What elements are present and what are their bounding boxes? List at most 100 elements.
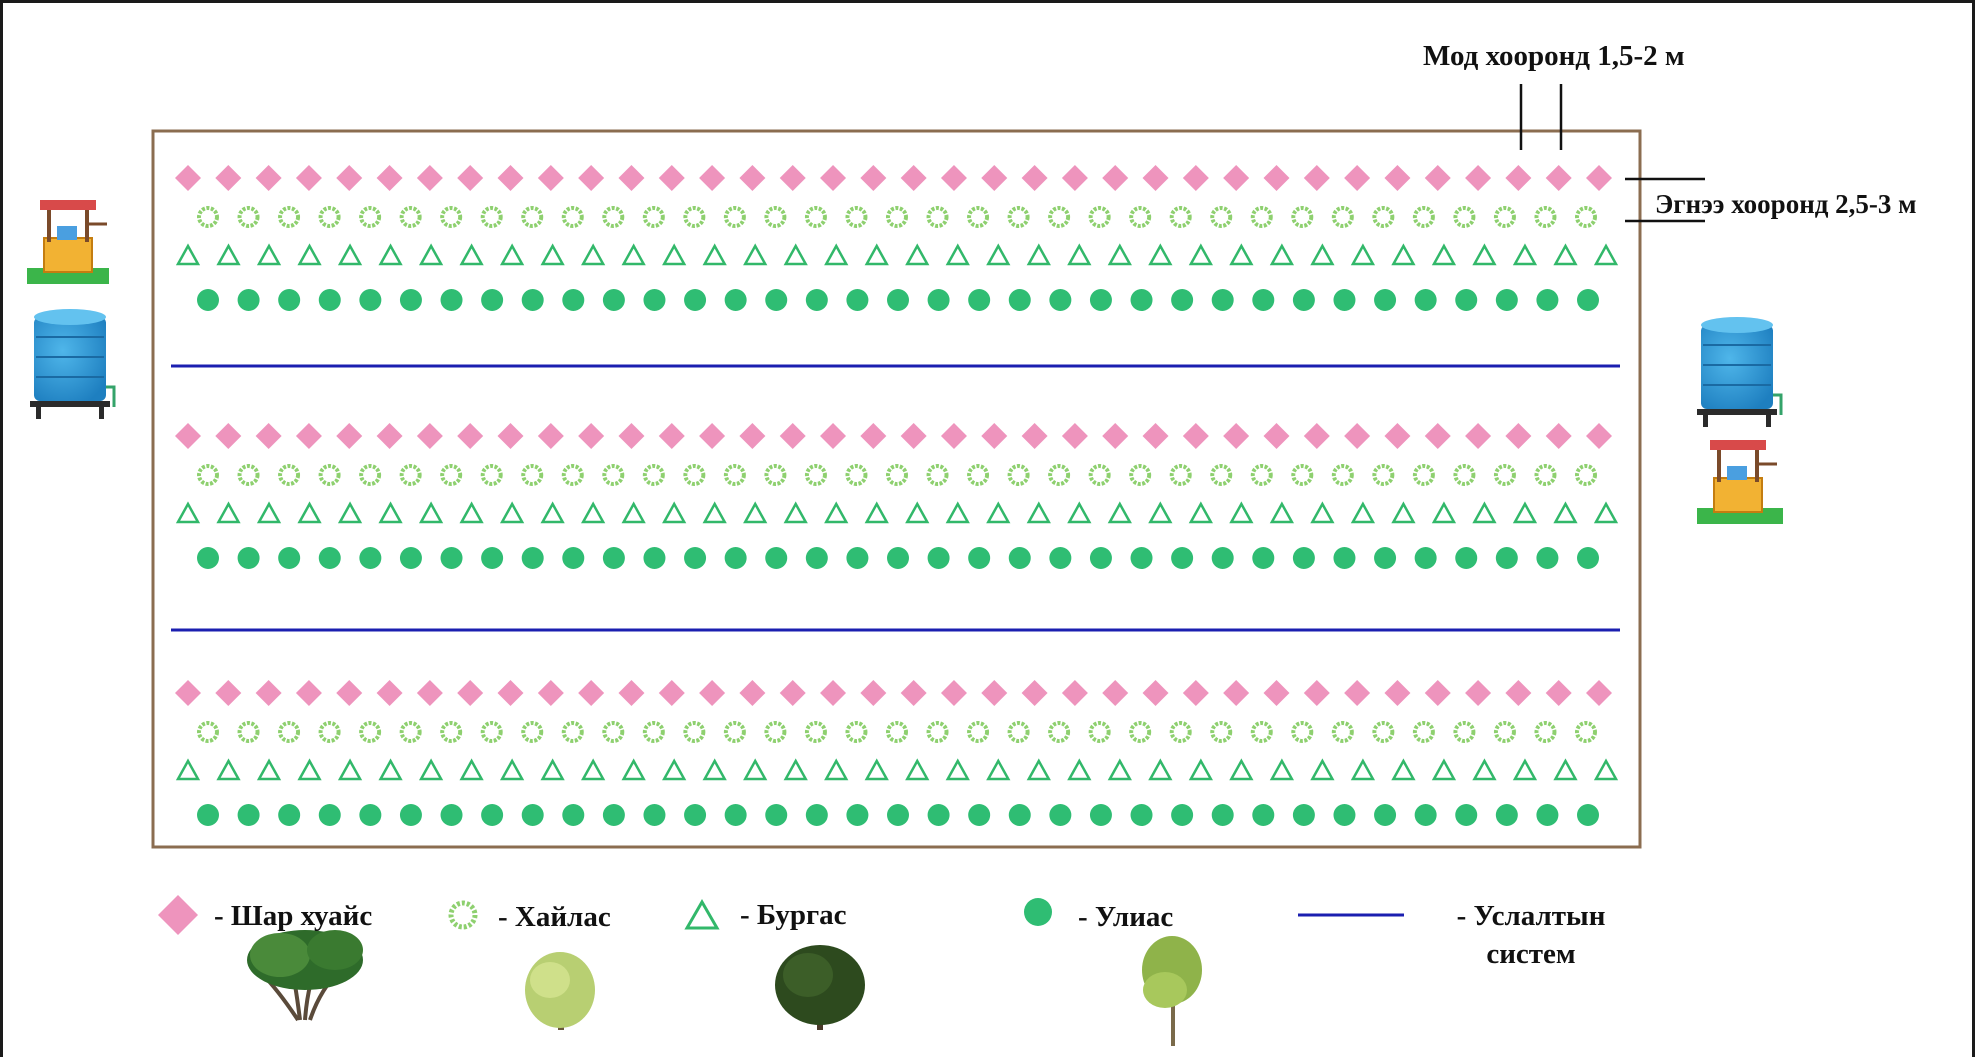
ring-plant — [1007, 464, 1030, 486]
dot-plant — [562, 289, 585, 311]
triangle-plant — [905, 758, 930, 781]
triangle-plant — [1026, 243, 1051, 266]
row-diamond-block-1 — [175, 165, 1612, 191]
water-tank-icon — [1697, 317, 1783, 427]
dot-plant — [1333, 804, 1356, 826]
diamond-plant — [457, 165, 484, 191]
ring-plant — [440, 206, 463, 228]
ring-plant — [845, 464, 868, 486]
dot-plant — [1455, 804, 1478, 826]
dot-plant — [1292, 547, 1315, 569]
triangle-plant — [1431, 501, 1457, 524]
triangle-plant — [1350, 758, 1376, 781]
triangle-plant — [1472, 243, 1497, 266]
diamond-plant — [376, 680, 403, 706]
ring-plant — [764, 464, 787, 486]
ring-plant — [1291, 206, 1314, 228]
diamond-plant — [1303, 423, 1330, 449]
ring-plant — [1210, 206, 1233, 228]
dot-plant — [724, 547, 747, 569]
triangle-plant — [1350, 243, 1376, 266]
diamond-plant — [1384, 165, 1411, 191]
triangle-plant — [621, 243, 646, 266]
ring-plant — [683, 206, 706, 228]
triangle-plant — [418, 501, 444, 524]
dot-plant — [927, 547, 950, 569]
dot-plant — [481, 804, 504, 826]
ring-plant — [318, 721, 341, 743]
dot-plant — [440, 289, 463, 311]
ring-plant — [1210, 464, 1233, 486]
ring-plant — [926, 464, 949, 486]
ring-plant — [1493, 464, 1516, 486]
tree-spacing-label: Мод хооронд 1,5-2 м — [1423, 40, 1685, 72]
ring-plant — [399, 721, 422, 743]
dot-plant — [1008, 804, 1031, 826]
ring-plant — [804, 206, 827, 228]
diamond-plant — [1465, 680, 1492, 706]
dot-plant — [887, 289, 909, 311]
triangle-plant — [175, 501, 201, 524]
diamond-plant — [779, 165, 806, 191]
triangle-plant — [581, 243, 606, 266]
triangle-plant — [864, 758, 889, 781]
diamond-plant — [981, 165, 1008, 191]
ring-plant — [197, 206, 219, 228]
diamond-plant — [1182, 165, 1209, 191]
diamond-plant — [699, 165, 726, 191]
diamond-plant — [336, 680, 363, 706]
ring-plant — [845, 206, 868, 228]
ring-plant — [602, 721, 625, 743]
diamond-plant — [940, 423, 967, 449]
triangle-plant — [986, 501, 1011, 524]
dot-plant — [968, 804, 991, 826]
diamond-plant — [900, 165, 927, 191]
ring-plant — [278, 206, 301, 228]
ring-plant — [1575, 206, 1597, 228]
dot-plant — [1211, 547, 1234, 569]
dot-plant — [643, 804, 666, 826]
triangle-plant — [1431, 758, 1457, 781]
dot-plant — [1374, 804, 1397, 826]
water-tank-icon — [30, 309, 116, 419]
dot-plant — [1333, 547, 1356, 569]
triangle-plant — [216, 501, 241, 524]
dot-plant — [724, 804, 747, 826]
ring-plant — [561, 721, 584, 743]
diamond-plant — [940, 165, 967, 191]
triangle-plant — [621, 758, 646, 781]
dot-plant — [1455, 547, 1478, 569]
dot-plant — [1049, 547, 1072, 569]
tree-burgas-icon — [775, 945, 865, 1030]
diamond-plant — [860, 680, 887, 706]
ring-plant — [1048, 464, 1071, 486]
ring-plant — [1129, 206, 1152, 228]
ring-plant — [399, 206, 422, 228]
triangle-plant — [297, 758, 322, 781]
dot-plant — [1536, 547, 1559, 569]
row-triangle-block-2 — [175, 501, 1619, 524]
ring-plant — [318, 464, 341, 486]
ring-plant — [1169, 721, 1192, 743]
row-spacing-label: Эгнээ хооронд 2,5-3 м — [1655, 189, 1917, 219]
triangle-plant — [1269, 243, 1295, 266]
diamond-plant — [1303, 680, 1330, 706]
dot-plant — [1008, 547, 1031, 569]
dot-plant — [399, 289, 422, 311]
triangle-plant — [1391, 758, 1416, 781]
ring-plant — [1412, 721, 1435, 743]
triangle-plant — [297, 243, 322, 266]
triangle-plant — [1188, 758, 1213, 781]
ring-plant — [1250, 721, 1273, 743]
ring-plant — [1331, 206, 1354, 228]
triangle-plant — [1229, 501, 1254, 524]
triangle-plant — [256, 243, 282, 266]
triangle-plant — [1107, 758, 1132, 781]
diamond-plant — [981, 680, 1008, 706]
diamond-plant — [537, 165, 564, 191]
diamond-plant — [1263, 165, 1290, 191]
dot-plant — [1414, 289, 1437, 311]
diamond-plant — [1384, 423, 1411, 449]
dot-plant — [1292, 804, 1315, 826]
ring-plant — [521, 721, 544, 743]
